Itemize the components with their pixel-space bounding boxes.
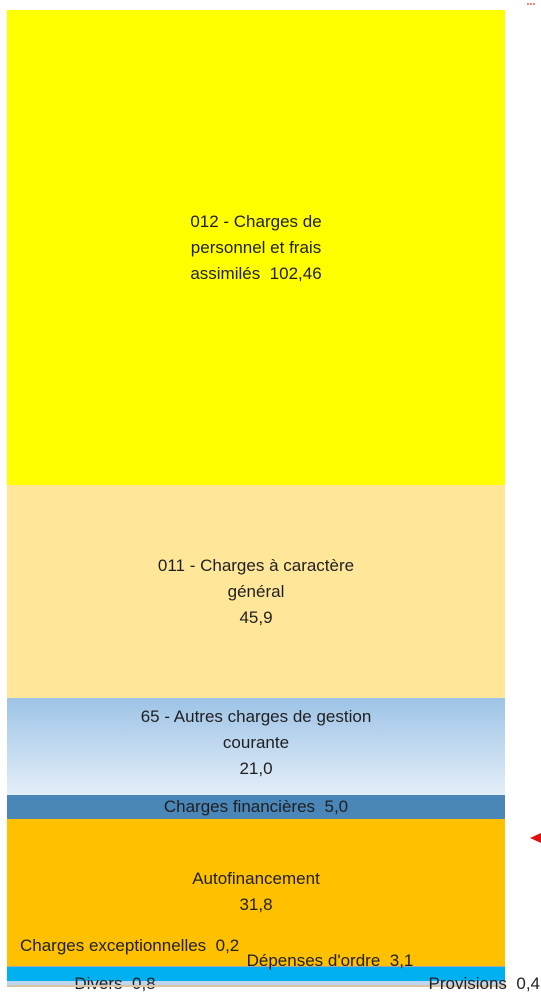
segment-label: 011 - Charges à caractère général 45,9 [156, 553, 356, 631]
segment-label: Charges exceptionnelles 0,2 [20, 933, 360, 959]
segment-name: 65 - Autres charges de gestion courante [140, 706, 377, 752]
bar-segment [7, 985, 505, 987]
bar-segment [7, 698, 505, 796]
ellipsis-dot [527, 3, 529, 5]
segment-name: 012 - Charges de personnel et frais assi… [190, 211, 327, 283]
ellipsis-dot [530, 3, 532, 5]
segment-name: Charges financières [163, 797, 316, 817]
ellipsis-dot [533, 3, 535, 5]
bar-segment [7, 485, 505, 699]
segment-name: Charges exceptionnelles [20, 936, 207, 955]
bar-segment [7, 10, 505, 486]
spacer [507, 974, 516, 993]
segment-label: 012 - Charges de personnel et frais assi… [156, 209, 356, 287]
segment-name: Dépenses d'ordre [246, 951, 381, 970]
segment-value: 0,4 [516, 974, 540, 993]
segment-value: 31,8 [239, 895, 273, 915]
segment-value: 0,2 [215, 936, 240, 955]
segment-label: Dépenses d'ordre 3,1 [180, 948, 480, 974]
segment-name: Provisions [428, 974, 507, 993]
segment-value: 5,0 [324, 797, 349, 817]
segment-value: 45,9 [239, 607, 273, 627]
segment-label: Autofinancement 31,8 [106, 866, 406, 918]
spacer [380, 951, 389, 970]
segment-label: 65 - Autres charges de gestion courante 2… [126, 704, 386, 782]
bar-segment [7, 981, 505, 986]
segment-value: 102,46 [269, 263, 322, 283]
bar-segment [7, 966, 505, 968]
segment-name: 011 - Charges à caractère général [157, 555, 359, 601]
segment-label: Charges financières 5,0 [56, 794, 456, 820]
spacer [260, 264, 269, 283]
arrow [530, 833, 541, 843]
bar-segment [7, 818, 505, 967]
segment-value: 0,8 [131, 974, 156, 993]
bar-segment [7, 795, 505, 819]
segment-name: Autofinancement [192, 869, 320, 889]
segment-label: Provisions 0,4 [340, 971, 540, 997]
spacer [123, 974, 132, 993]
segment-name: Divers [74, 974, 123, 993]
segment-value: 3,1 [389, 951, 414, 970]
bar-segment [7, 967, 505, 982]
segment-label: Divers 0,8 [20, 971, 210, 997]
segment-value: 21,0 [239, 758, 273, 778]
spacer [315, 797, 324, 816]
